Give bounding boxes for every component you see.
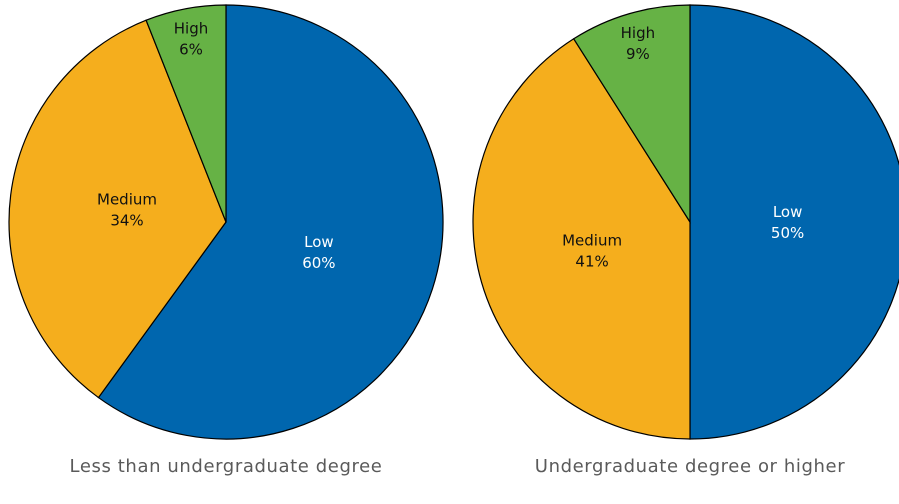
- pie-slice-medium: [8, 19, 227, 399]
- slice-category-label: High: [174, 20, 208, 38]
- slice-label-low: Low 50%: [771, 203, 804, 242]
- slice-value-label: 50%: [771, 224, 804, 242]
- pie-slice-medium: [472, 37, 691, 440]
- pie-slice-high: [145, 4, 227, 223]
- pie-slice-low: [689, 4, 899, 440]
- chart-title-less-than-undergraduate: Less than undergraduate degree: [70, 456, 383, 477]
- pie-slice-low: [97, 4, 444, 440]
- pie-chart-undergraduate-or-higher: Low 50% Medium 41% High 9%: [472, 4, 899, 440]
- slice-category-label: Medium: [97, 191, 157, 209]
- slice-value-label: 9%: [626, 45, 650, 63]
- pie-chart-less-than-undergraduate: Low 60% Medium 34% High 6%: [8, 4, 444, 440]
- slice-category-label: Low: [773, 203, 803, 221]
- slice-value-label: 6%: [179, 41, 203, 59]
- slice-category-label: Low: [304, 233, 334, 251]
- slice-value-label: 41%: [575, 253, 608, 271]
- slice-label-medium: Medium 34%: [97, 191, 157, 230]
- slice-value-label: 34%: [110, 212, 143, 230]
- slice-category-label: Medium: [562, 232, 622, 250]
- slice-label-high: High 6%: [174, 20, 208, 59]
- slice-category-label: High: [621, 24, 655, 42]
- pie-slice-high: [572, 4, 691, 225]
- slice-label-medium: Medium 41%: [562, 232, 622, 271]
- slice-value-label: 60%: [302, 254, 335, 272]
- chart-title-undergraduate-or-higher: Undergraduate degree or higher: [535, 456, 845, 477]
- slice-label-high: High 9%: [621, 24, 655, 63]
- slice-label-low: Low 60%: [302, 233, 335, 272]
